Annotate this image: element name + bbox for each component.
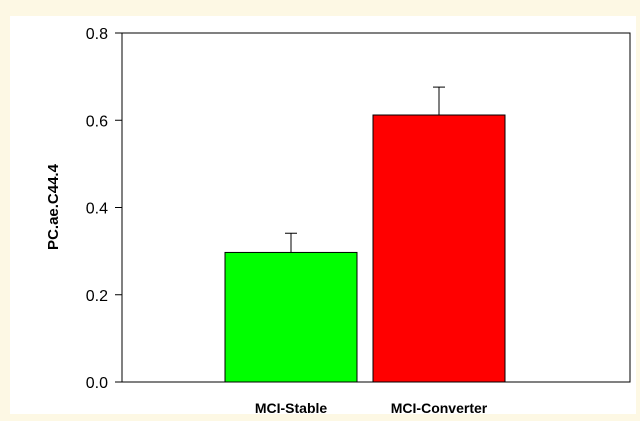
y-tick-label: 0.4 [86,201,108,218]
bars [224,86,506,383]
x-tick-label: MCI-Stable [255,400,328,416]
x-axis: MCI-Stable MCI-Converter [255,400,488,416]
y-tick-label: 0.6 [86,113,108,130]
bar-mci-converter [372,114,506,383]
x-tick-label: MCI-Converter [391,400,488,416]
y-axis-title: PC.ae.C44.4 [45,163,62,250]
bar-mci-stable [224,251,358,383]
y-axis: 0.0 0.2 0.4 0.6 0.8 [86,26,122,392]
y-tick-label: 0.0 [86,375,108,392]
y-tick-label: 0.2 [86,288,108,305]
y-tick-label: 0.8 [86,26,108,43]
